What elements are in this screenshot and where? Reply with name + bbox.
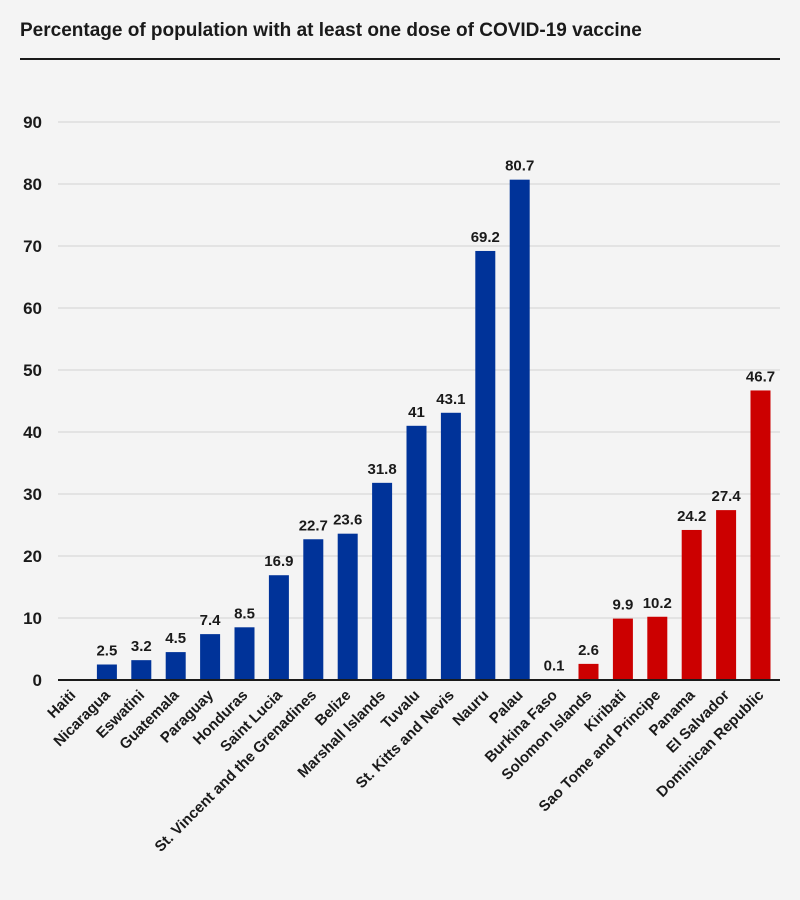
data-label: 69.2 xyxy=(471,229,500,246)
data-label: 9.9 xyxy=(612,597,633,614)
y-tick-label: 10 xyxy=(23,609,42,628)
bar xyxy=(165,652,186,680)
y-tick-label: 0 xyxy=(33,671,42,690)
data-label: 41 xyxy=(408,404,425,421)
bar xyxy=(372,482,393,680)
data-label: 43.1 xyxy=(436,391,465,408)
bar xyxy=(509,179,530,680)
y-tick-label: 30 xyxy=(23,485,42,504)
bar xyxy=(200,634,221,680)
data-label: 22.7 xyxy=(299,517,328,534)
y-tick-label: 80 xyxy=(23,175,42,194)
x-tick-label: Nauru xyxy=(449,687,492,730)
bar xyxy=(268,575,289,680)
y-tick-label: 90 xyxy=(23,113,42,132)
data-label: 46.7 xyxy=(746,368,775,385)
y-tick-label: 40 xyxy=(23,423,42,442)
data-label: 27.4 xyxy=(711,488,741,505)
data-label: 24.2 xyxy=(677,508,706,525)
data-label: 2.5 xyxy=(96,643,117,660)
data-label: 16.9 xyxy=(264,553,293,570)
data-label: 10.2 xyxy=(643,595,672,612)
data-label: 8.5 xyxy=(234,605,255,622)
data-label: 31.8 xyxy=(367,461,396,478)
chart-title: Percentage of population with at least o… xyxy=(20,20,642,41)
data-label: 23.6 xyxy=(333,512,362,529)
data-label: 0.1 xyxy=(544,657,565,674)
y-tick-label: 50 xyxy=(23,361,42,380)
bar xyxy=(647,616,668,680)
bar xyxy=(234,627,255,680)
data-label: 3.2 xyxy=(131,638,152,655)
bar xyxy=(96,664,117,680)
y-tick-label: 60 xyxy=(23,299,42,318)
data-label: 80.7 xyxy=(505,158,534,175)
bar xyxy=(716,510,737,680)
data-label: 4.5 xyxy=(165,630,186,647)
bar xyxy=(750,390,771,680)
bar xyxy=(681,529,702,680)
data-label: 7.4 xyxy=(200,612,222,629)
bar xyxy=(303,539,324,680)
title-divider xyxy=(20,58,780,60)
bar xyxy=(612,618,633,680)
bar xyxy=(406,425,427,680)
bar xyxy=(440,412,461,680)
bar xyxy=(475,250,496,680)
y-tick-label: 20 xyxy=(23,547,42,566)
bar xyxy=(337,533,358,680)
bar xyxy=(131,660,152,680)
y-tick-label: 70 xyxy=(23,237,42,256)
bar xyxy=(578,663,599,680)
data-label: 2.6 xyxy=(578,642,599,659)
